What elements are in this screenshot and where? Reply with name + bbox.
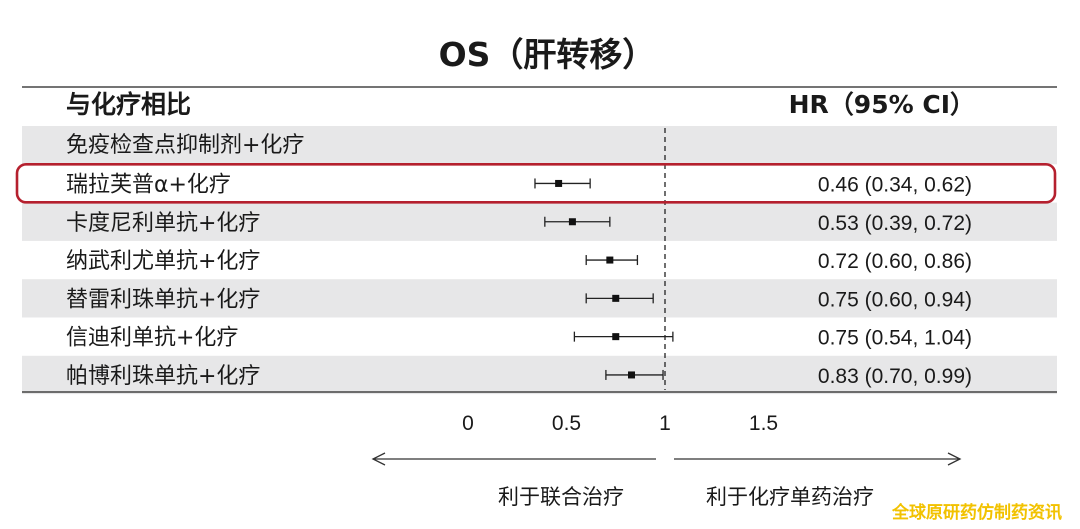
- row-stripe: [22, 355, 1057, 395]
- row-stripe: [22, 279, 1057, 318]
- forest-row: 瑞拉芙普α+化疗 0.46 (0.34, 0.62): [66, 172, 972, 197]
- hr-value: 0.53 (0.39, 0.72): [818, 212, 972, 235]
- row-label: 瑞拉芙普α+化疗: [66, 172, 231, 197]
- chart-title: OS（肝转移）: [439, 35, 656, 74]
- hr-point: [568, 218, 576, 226]
- row-label: 信迪利单抗+化疗: [66, 326, 238, 351]
- row-label: 帕博利珠单抗+化疗: [66, 364, 260, 389]
- row-stripe: [22, 202, 1057, 241]
- forest-row: 替雷利珠单抗+化疗 0.75 (0.60, 0.94): [66, 287, 972, 312]
- favor-left-label: 利于联合治疗: [498, 485, 624, 509]
- x-axis-ticks: 0 0.5 1 1.5: [462, 412, 778, 435]
- forest-row: 纳武利尤单抗+化疗 0.72 (0.60, 0.86): [66, 249, 972, 274]
- forest-rows: 瑞拉芙普α+化疗 0.46 (0.34, 0.62) 卡度尼利单抗+化疗 0.53 (…: [66, 172, 972, 389]
- forest-row: 帕博利珠单抗+化疗 0.83 (0.70, 0.99): [66, 364, 972, 389]
- x-tick-label: 1: [659, 412, 671, 435]
- x-tick-label: 0.5: [552, 412, 581, 435]
- favor-arrow-left: [371, 452, 656, 466]
- hr-point: [628, 371, 636, 379]
- forest-row: 卡度尼利单抗+化疗 0.53 (0.39, 0.72): [66, 211, 972, 236]
- hr-header: HR（95% CI）: [789, 90, 975, 119]
- hr-point: [606, 256, 614, 264]
- highlight-box: [15, 163, 1057, 204]
- watermark: 全球原研药仿制药资讯: [891, 502, 1062, 523]
- favor-arrow-right: [674, 452, 962, 466]
- x-tick-label: 1.5: [749, 412, 778, 435]
- row-label: 卡度尼利单抗+化疗: [66, 211, 260, 236]
- hr-value: 0.75 (0.54, 1.04): [818, 327, 972, 350]
- hr-point: [612, 333, 620, 341]
- hr-value: 0.83 (0.70, 0.99): [818, 365, 972, 388]
- group-label: 免疫检查点抑制剂+化疗: [66, 133, 304, 158]
- comparison-header: 与化疗相比: [66, 90, 191, 119]
- hr-value: 0.72 (0.60, 0.86): [818, 250, 972, 273]
- hr-value: 0.46 (0.34, 0.62): [818, 173, 972, 196]
- row-stripe: [22, 126, 1057, 165]
- favor-right-label: 利于化疗单药治疗: [706, 485, 874, 509]
- hr-point: [555, 179, 563, 187]
- hr-point: [612, 294, 620, 302]
- row-label: 替雷利珠单抗+化疗: [66, 287, 260, 312]
- row-stripes: [22, 126, 1057, 395]
- forest-row: 信迪利单抗+化疗 0.75 (0.54, 1.04): [66, 326, 972, 351]
- hr-value: 0.75 (0.60, 0.94): [818, 288, 972, 311]
- x-tick-label: 0: [462, 412, 474, 435]
- row-label: 纳武利尤单抗+化疗: [66, 249, 260, 274]
